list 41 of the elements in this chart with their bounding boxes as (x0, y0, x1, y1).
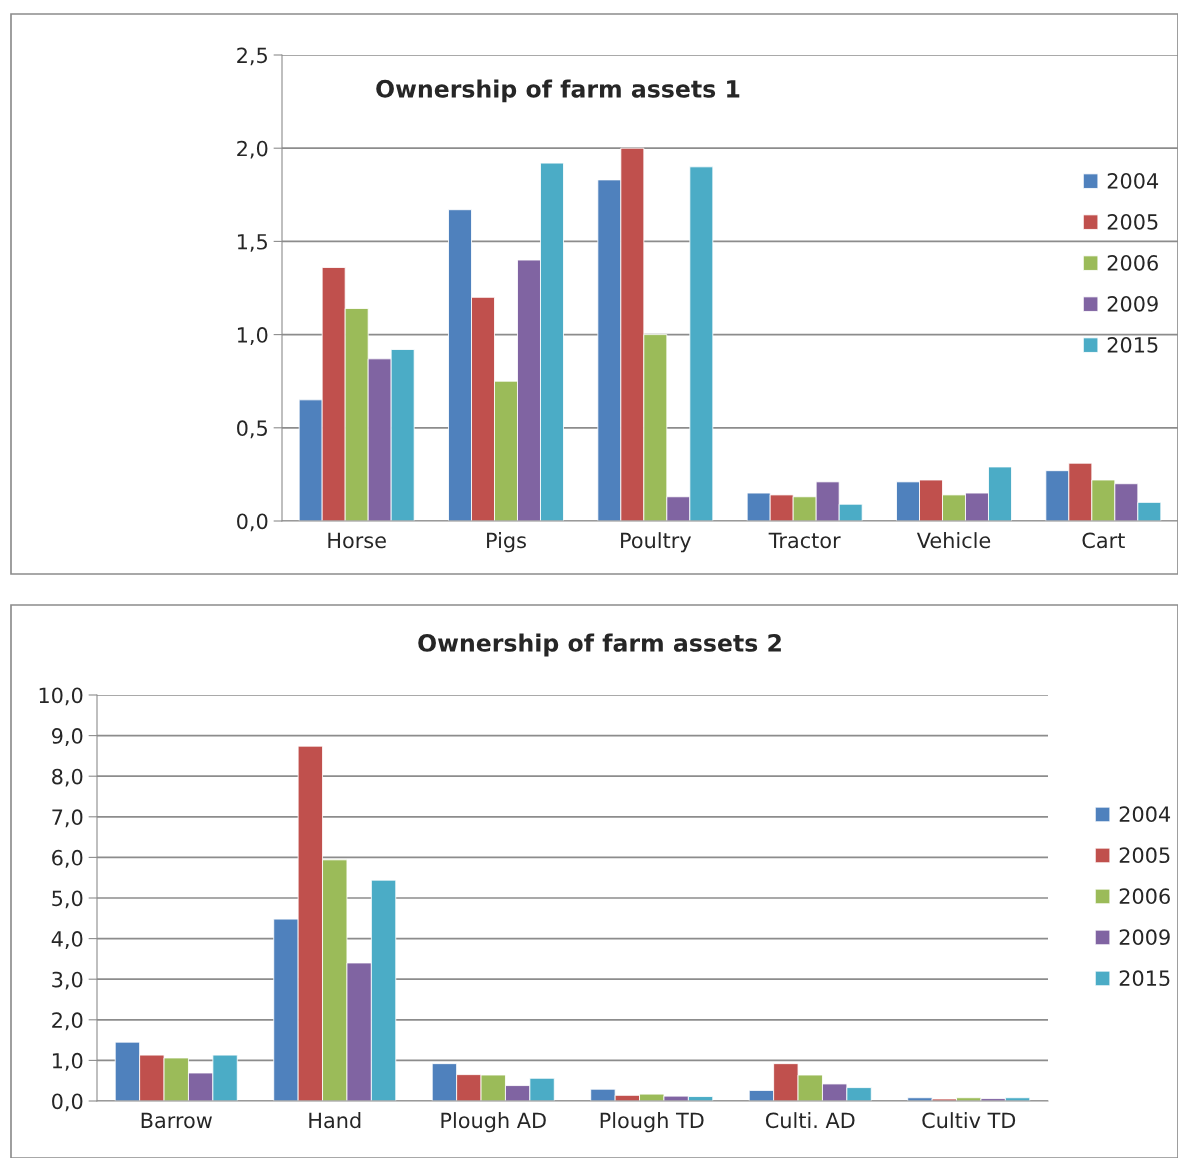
legend-label: 2004 (1119, 806, 1171, 823)
y-tick-label: 2,0 (237, 140, 268, 159)
y-tick-label: 0,0 (52, 1093, 83, 1112)
y-tick-label: 9,0 (51, 728, 83, 746)
x-tick-label: Horse (328, 532, 386, 549)
legend-label: 2009 (1119, 929, 1170, 946)
x-tick-label: Hand (309, 1112, 361, 1129)
x-tick-label: Plough TD (600, 1112, 704, 1133)
x-tick-label: Poultry (621, 532, 692, 553)
y-tick-label: 6,0 (52, 849, 83, 868)
legend-label: 2015 (1107, 336, 1158, 353)
y-tick-label: 4,0 (51, 931, 83, 949)
chart-title: Ownership of farm assets 2 (418, 633, 781, 657)
legend-label: 2006 (1107, 254, 1158, 271)
y-tick-label: 7,0 (52, 809, 83, 828)
y-tick-label: 3,0 (52, 971, 83, 990)
y-tick-label: 10,0 (39, 687, 83, 706)
x-tick-label: Barrow (141, 1112, 212, 1129)
x-tick-label: Cart (1082, 532, 1125, 549)
legend-label: 2009 (1107, 295, 1158, 312)
x-tick-label: Plough AD (441, 1112, 546, 1133)
x-tick-label: Vehicle (916, 532, 991, 549)
legend-label: 2005 (1119, 847, 1170, 864)
x-tick-label: Culti. AD (765, 1112, 855, 1129)
y-tick-label: 2,0 (52, 1012, 83, 1031)
y-tick-label: 5,0 (52, 890, 83, 909)
x-tick-label: Cultiv TD (922, 1112, 1016, 1129)
legend-label: 2005 (1107, 213, 1158, 230)
y-tick-label: 0,0 (237, 513, 268, 532)
legend-label: 2004 (1107, 172, 1159, 189)
x-tick-label: Pigs (487, 532, 526, 553)
y-tick-label: 1,5 (237, 234, 267, 252)
y-tick-label: 8,0 (52, 768, 83, 787)
legend-label: 2006 (1119, 888, 1170, 905)
x-tick-label: Tractor (768, 532, 841, 549)
text: Ownership of farm assets 1 (376, 79, 740, 103)
y-tick-label: 1,0 (237, 327, 268, 345)
y-tick-label: 0,5 (237, 420, 267, 439)
y-tick-label: 2,5 (237, 47, 267, 66)
y-tick-label: 1,0 (52, 1052, 83, 1071)
legend-label: 2015 (1119, 970, 1170, 987)
